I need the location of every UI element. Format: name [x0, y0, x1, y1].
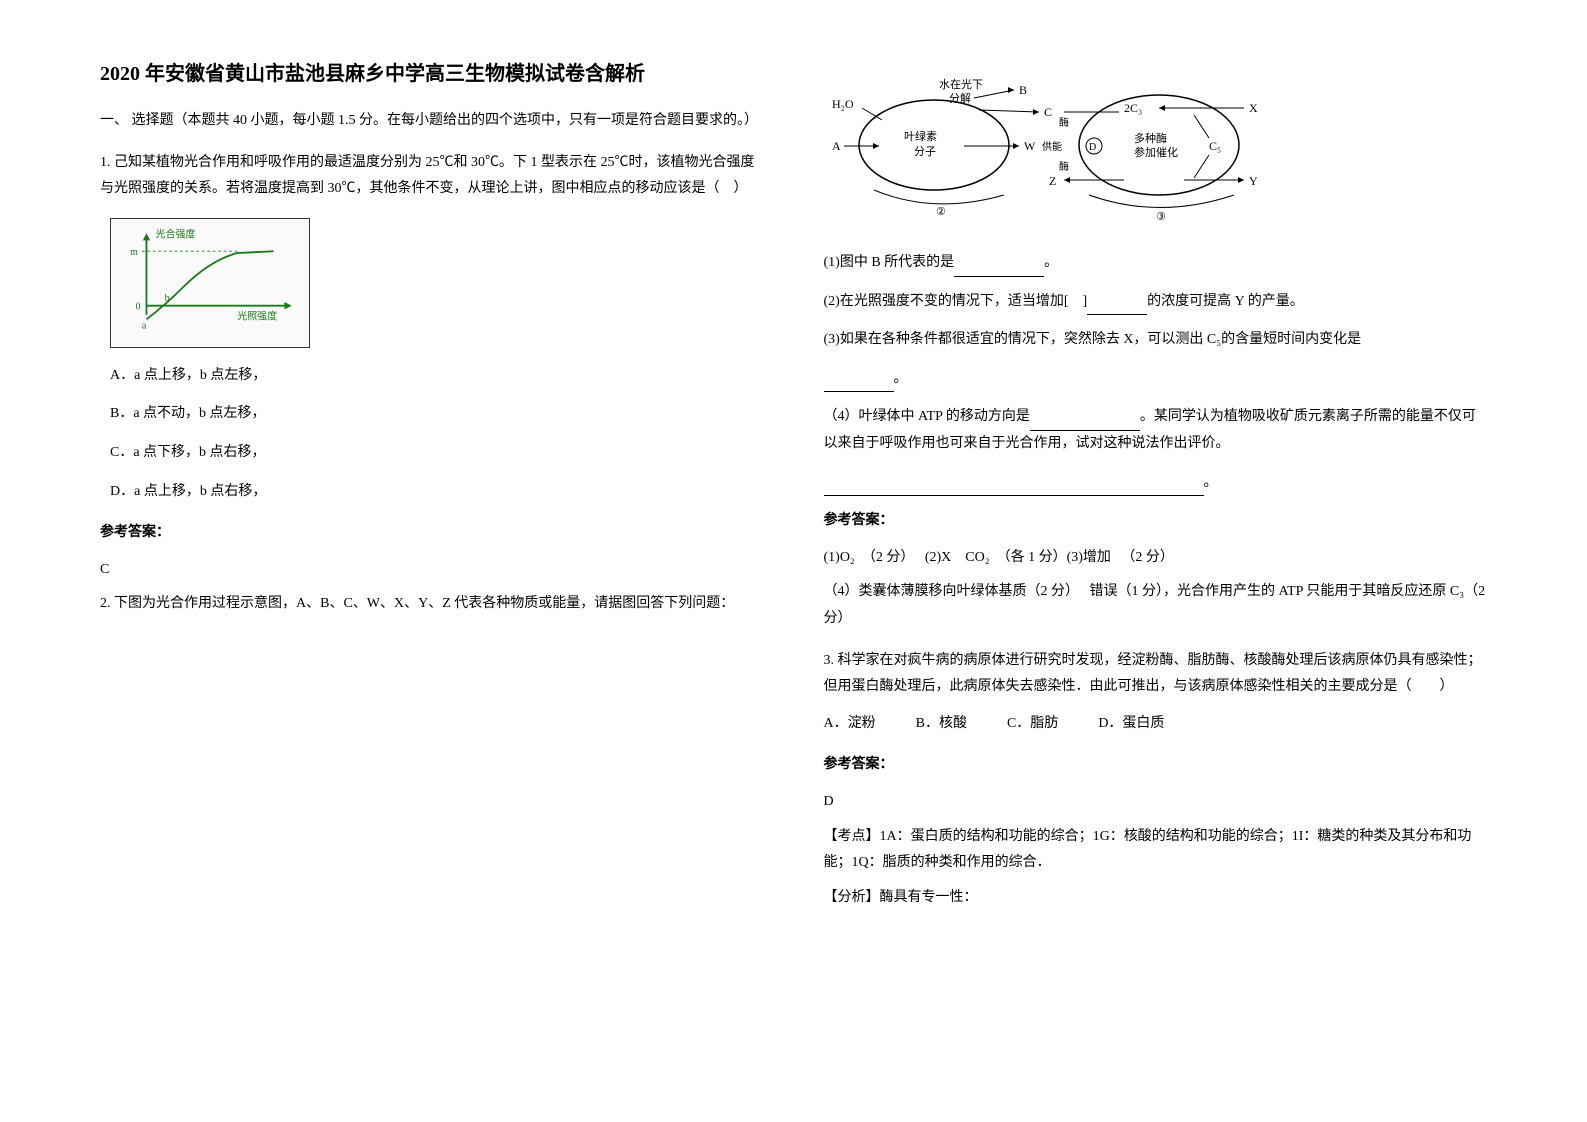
diagram-w: W — [1024, 139, 1036, 153]
section-header: 一、 选择题（本题共 40 小题，每小题 1.5 分。在每小题给出的四个选项中，… — [100, 108, 764, 135]
diagram-manyenzymes: 多种酶 — [1134, 131, 1167, 145]
diagram-c: C — [1044, 105, 1052, 119]
chart-a: a — [142, 320, 147, 331]
q3-option-d: D．蛋白质 — [1098, 711, 1164, 738]
diagram-c5-up — [1194, 115, 1209, 138]
diagram-z: Z — [1049, 174, 1056, 188]
chart-xlabel: 光照强度 — [237, 309, 277, 322]
q3-analysis-1: 【考点】1A：蛋白质的结构和功能的综合；1G：核酸的结构和功能的综合；1I：糖类… — [824, 824, 1488, 877]
diagram-waterlight: 水在光下 — [939, 77, 983, 91]
q1-option-a: A．a 点上移，b 点左移， — [100, 363, 764, 390]
q3-text: 3. 科学家在对疯牛病的病原体进行研究时发现，经淀粉酶、脂肪酶、核酸酶处理后该病… — [824, 648, 1488, 701]
q3-option-b: B．核酸 — [916, 711, 967, 738]
diagram-a: A — [832, 139, 841, 153]
chart-b: b — [165, 293, 170, 304]
diagram-a-arrowhead — [873, 143, 879, 149]
q2-sub4-blank — [1030, 415, 1140, 431]
chart-o: 0 — [136, 301, 141, 312]
question-2-intro: 2. 下图为光合作用过程示意图，A、B、C、W、X、Y、Z 代表各种物质或能量，… — [100, 591, 764, 618]
diagram-curve-right — [1089, 195, 1234, 208]
diagram-c5-down — [1194, 155, 1209, 178]
q1-option-d: D．a 点上移，b 点右移， — [100, 479, 764, 506]
q1-option-b: B．a 点不动，b 点左移， — [100, 401, 764, 428]
q2-sub3: (3)如果在各种条件都很适宜的情况下，突然除去 X，可以测出 C₅的含量短时间内… — [824, 327, 1488, 354]
q1-text: 1. 己知某植物光合作用和呼吸作用的最适温度分别为 25℃和 30℃。下 1 型… — [100, 150, 764, 203]
chart-yarrow — [143, 233, 150, 240]
diagram-b: B — [1019, 83, 1027, 97]
q2-sub4-a: （4）叶绿体中 ATP 的移动方向是 — [824, 409, 1030, 424]
q3-answer: D — [824, 789, 1488, 816]
diagram-w-arrowhead — [1013, 143, 1019, 149]
diagram-enzyme1: 酶 — [1059, 116, 1069, 129]
q2-diagram: H₂O 水在光下 分解 B C 酶 2C₃ X 叶绿素 分子 A — [824, 70, 1284, 230]
q2-sub1-blank — [954, 261, 1044, 277]
diagram-c5: C₅ — [1209, 139, 1221, 153]
diagram-x-arrowhead — [1159, 105, 1165, 111]
q3-analysis-2: 【分析】酶具有专一性： — [824, 885, 1488, 912]
q2-sub3-end: 。 — [894, 371, 908, 386]
diagram-providesenergy: 供能 — [1042, 140, 1062, 153]
q1-answer-label: 参考答案： — [100, 520, 764, 547]
diagram-y: Y — [1249, 174, 1258, 188]
q3-option-c: C．脂肪 — [1007, 711, 1058, 738]
diagram-circle2: ② — [936, 206, 946, 218]
q2-sub3-text: (3)如果在各种条件都很适宜的情况下，突然除去 X，可以测出 C₅的含量短时间内… — [824, 332, 1362, 347]
diagram-b-arrowhead — [1008, 87, 1014, 93]
q2-sub4-blank-line: 。 — [824, 470, 1488, 497]
q2-sub3-blank-line: 。 — [824, 366, 1488, 393]
q1-option-c: C．a 点下移，b 点右移， — [100, 440, 764, 467]
chart-curve — [146, 251, 273, 319]
question-3: 3. 科学家在对疯牛病的病原体进行研究时发现，经淀粉酶、脂肪酶、核酸酶处理后该病… — [824, 648, 1488, 738]
diagram-y-arrowhead — [1238, 177, 1244, 183]
q2-answer-label: 参考答案： — [824, 508, 1488, 535]
diagram-ellipse-left — [859, 100, 1009, 190]
q1-chart: 光合强度 m 0 a b 光照强度 — [110, 218, 310, 348]
question-1: 1. 己知某植物光合作用和呼吸作用的最适温度分别为 25℃和 30℃。下 1 型… — [100, 150, 764, 506]
diagram-c-arrow — [979, 110, 1039, 112]
diagram-h2o: H₂O — [832, 97, 854, 111]
q1-answer: C — [100, 557, 764, 584]
diagram-circle3: ③ — [1156, 211, 1166, 223]
q2-sub2-blank — [1087, 299, 1147, 315]
q2-sub2: (2)在光照强度不变的情况下，适当增加[ ] 的浓度可提高 Y 的产量。 — [824, 289, 1488, 316]
diagram-catalyze: 参加催化 — [1134, 145, 1178, 159]
chart-ylabel: 光合强度 — [156, 227, 196, 240]
chart-m: m — [130, 247, 138, 258]
q2-answer-line2: （4）类囊体薄膜移向叶绿体基质（2 分） 错误（1 分），光合作用产生的 ATP… — [824, 579, 1488, 632]
q2-text: 2. 下图为光合作用过程示意图，A、B、C、W、X、Y、Z 代表各种物质或能量，… — [100, 591, 764, 618]
diagram-curve-left — [874, 190, 1004, 204]
diagram-enzyme3: 酶 — [1059, 160, 1069, 173]
q2-sub4: （4）叶绿体中 ATP 的移动方向是。某同学认为植物吸收矿质元素离子所需的能量不… — [824, 404, 1488, 457]
q2-sub2-a: (2)在光照强度不变的情况下，适当增加[ ] — [824, 294, 1088, 309]
diagram-c-arrowhead — [1033, 109, 1039, 115]
q2-sub1-text: (1)图中 B 所代表的是 — [824, 255, 955, 270]
diagram-2c3: 2C₃ — [1124, 101, 1142, 115]
q3-option-a: A．淀粉 — [824, 711, 876, 738]
q2-answer-line1: (1)O₂ （2 分） (2)X CO₂ （各 1 分）(3)增加 （2 分） — [824, 545, 1488, 572]
diagram-d: D — [1089, 142, 1096, 153]
q2-sub3-blank — [824, 376, 894, 392]
chart-xarrow — [284, 302, 291, 309]
diagram-z-arrowhead — [1064, 177, 1070, 183]
q2-sub2-b: 的浓度可提高 Y 的产量。 — [1147, 294, 1304, 309]
diagram-decompose: 分解 — [949, 91, 971, 105]
diagram-x: X — [1249, 101, 1258, 115]
diagram-molecule: 分子 — [914, 145, 936, 158]
page-title: 2020 年安徽省黄山市盐池县麻乡中学高三生物模拟试卷含解析 — [100, 60, 764, 88]
q2-sub1: (1)图中 B 所代表的是 。 — [824, 250, 1488, 277]
diagram-chlorophyll: 叶绿素 — [904, 129, 937, 143]
q2-sub4-end: 。 — [1204, 475, 1218, 490]
q3-answer-label: 参考答案： — [824, 752, 1488, 779]
q2-sub1-end: 。 — [1044, 255, 1058, 270]
q2-sub4-blank2 — [824, 480, 1204, 496]
